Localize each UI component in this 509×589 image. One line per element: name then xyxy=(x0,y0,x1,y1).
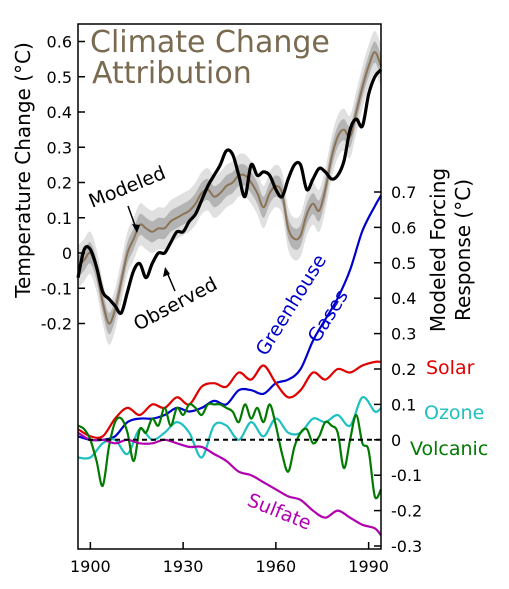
modeled-uncertainty-bands xyxy=(78,30,381,345)
right-tick-label: 0.4 xyxy=(391,289,416,308)
left-tick-label: 0.1 xyxy=(47,209,72,228)
ozone-forcing-line xyxy=(77,396,382,460)
left-y-axis: 0.6 0.5 0.4 0.3 0.2 0.1 0 -0.1 -0.2 xyxy=(41,33,85,334)
right-tick-label: -0.2 xyxy=(391,502,422,521)
left-tick-label: 0.4 xyxy=(47,103,72,122)
right-tick-label: 0.7 xyxy=(391,183,416,202)
right-tick-label: -0.1 xyxy=(391,466,422,485)
left-tick-label: 0.3 xyxy=(47,138,72,157)
modeled-band-inner xyxy=(78,41,381,335)
left-tick-label: -0.2 xyxy=(41,315,72,334)
solar-label: Solar xyxy=(426,357,475,379)
modeled-label: Modeled xyxy=(86,162,169,213)
right-tick-label: 0.2 xyxy=(391,360,416,379)
sulfate-forcing-line xyxy=(77,431,382,537)
volcanic-label: Volcanic xyxy=(410,438,488,460)
right-tick-label: 0 xyxy=(391,431,401,450)
series-lines xyxy=(76,51,383,537)
x-tick-label: 1990 xyxy=(348,557,389,576)
left-tick-label: 0.5 xyxy=(47,68,72,87)
right-tick-label: 0.6 xyxy=(391,218,416,237)
chart-title-line2: Attribution xyxy=(92,56,252,91)
right-axis-title-line2: Response (°C) xyxy=(451,179,475,321)
greenhouse-forcing-line xyxy=(77,194,382,442)
x-axis: 1900 1930 1960 1990 xyxy=(70,542,389,576)
right-tick-label: 0.1 xyxy=(391,395,416,414)
plot-frame xyxy=(77,23,382,550)
sulfate-label: Sulfate xyxy=(244,489,314,534)
modeled-temperature-line xyxy=(77,51,382,325)
left-axis-title: Temperature Change (°C) xyxy=(11,42,35,299)
x-tick-label: 1960 xyxy=(256,557,297,576)
right-tick-label: -0.3 xyxy=(391,537,422,556)
volcanic-forcing-line xyxy=(77,402,382,500)
left-tick-label: 0.6 xyxy=(47,33,72,52)
observed-temperature-line xyxy=(76,68,383,315)
observed-label: Observed xyxy=(130,273,221,335)
right-y-axis: 0.7 0.6 0.5 0.4 0.3 0.2 0.1 0 -0.1 -0.2 -0.3 xyxy=(374,183,422,556)
chart-title-line1: Climate Change xyxy=(90,25,330,60)
ozone-label: Ozone xyxy=(424,402,484,424)
left-tick-label: 0 xyxy=(62,244,72,263)
observed-annotation: Observed xyxy=(130,267,221,335)
right-axis-title-line1: Modeled Forcing xyxy=(426,168,450,332)
x-tick-label: 1930 xyxy=(163,557,204,576)
modeled-arrowhead xyxy=(132,224,140,233)
left-tick-label: -0.1 xyxy=(41,279,72,298)
left-tick-label: 0.2 xyxy=(47,174,72,193)
right-tick-label: 0.5 xyxy=(391,254,416,273)
greenhouse-label-line2: Gases xyxy=(304,286,353,347)
right-tick-label: 0.3 xyxy=(391,325,416,344)
solar-forcing-line xyxy=(77,360,382,439)
observed-arrowhead xyxy=(163,267,170,277)
x-tick-label: 1900 xyxy=(70,557,111,576)
